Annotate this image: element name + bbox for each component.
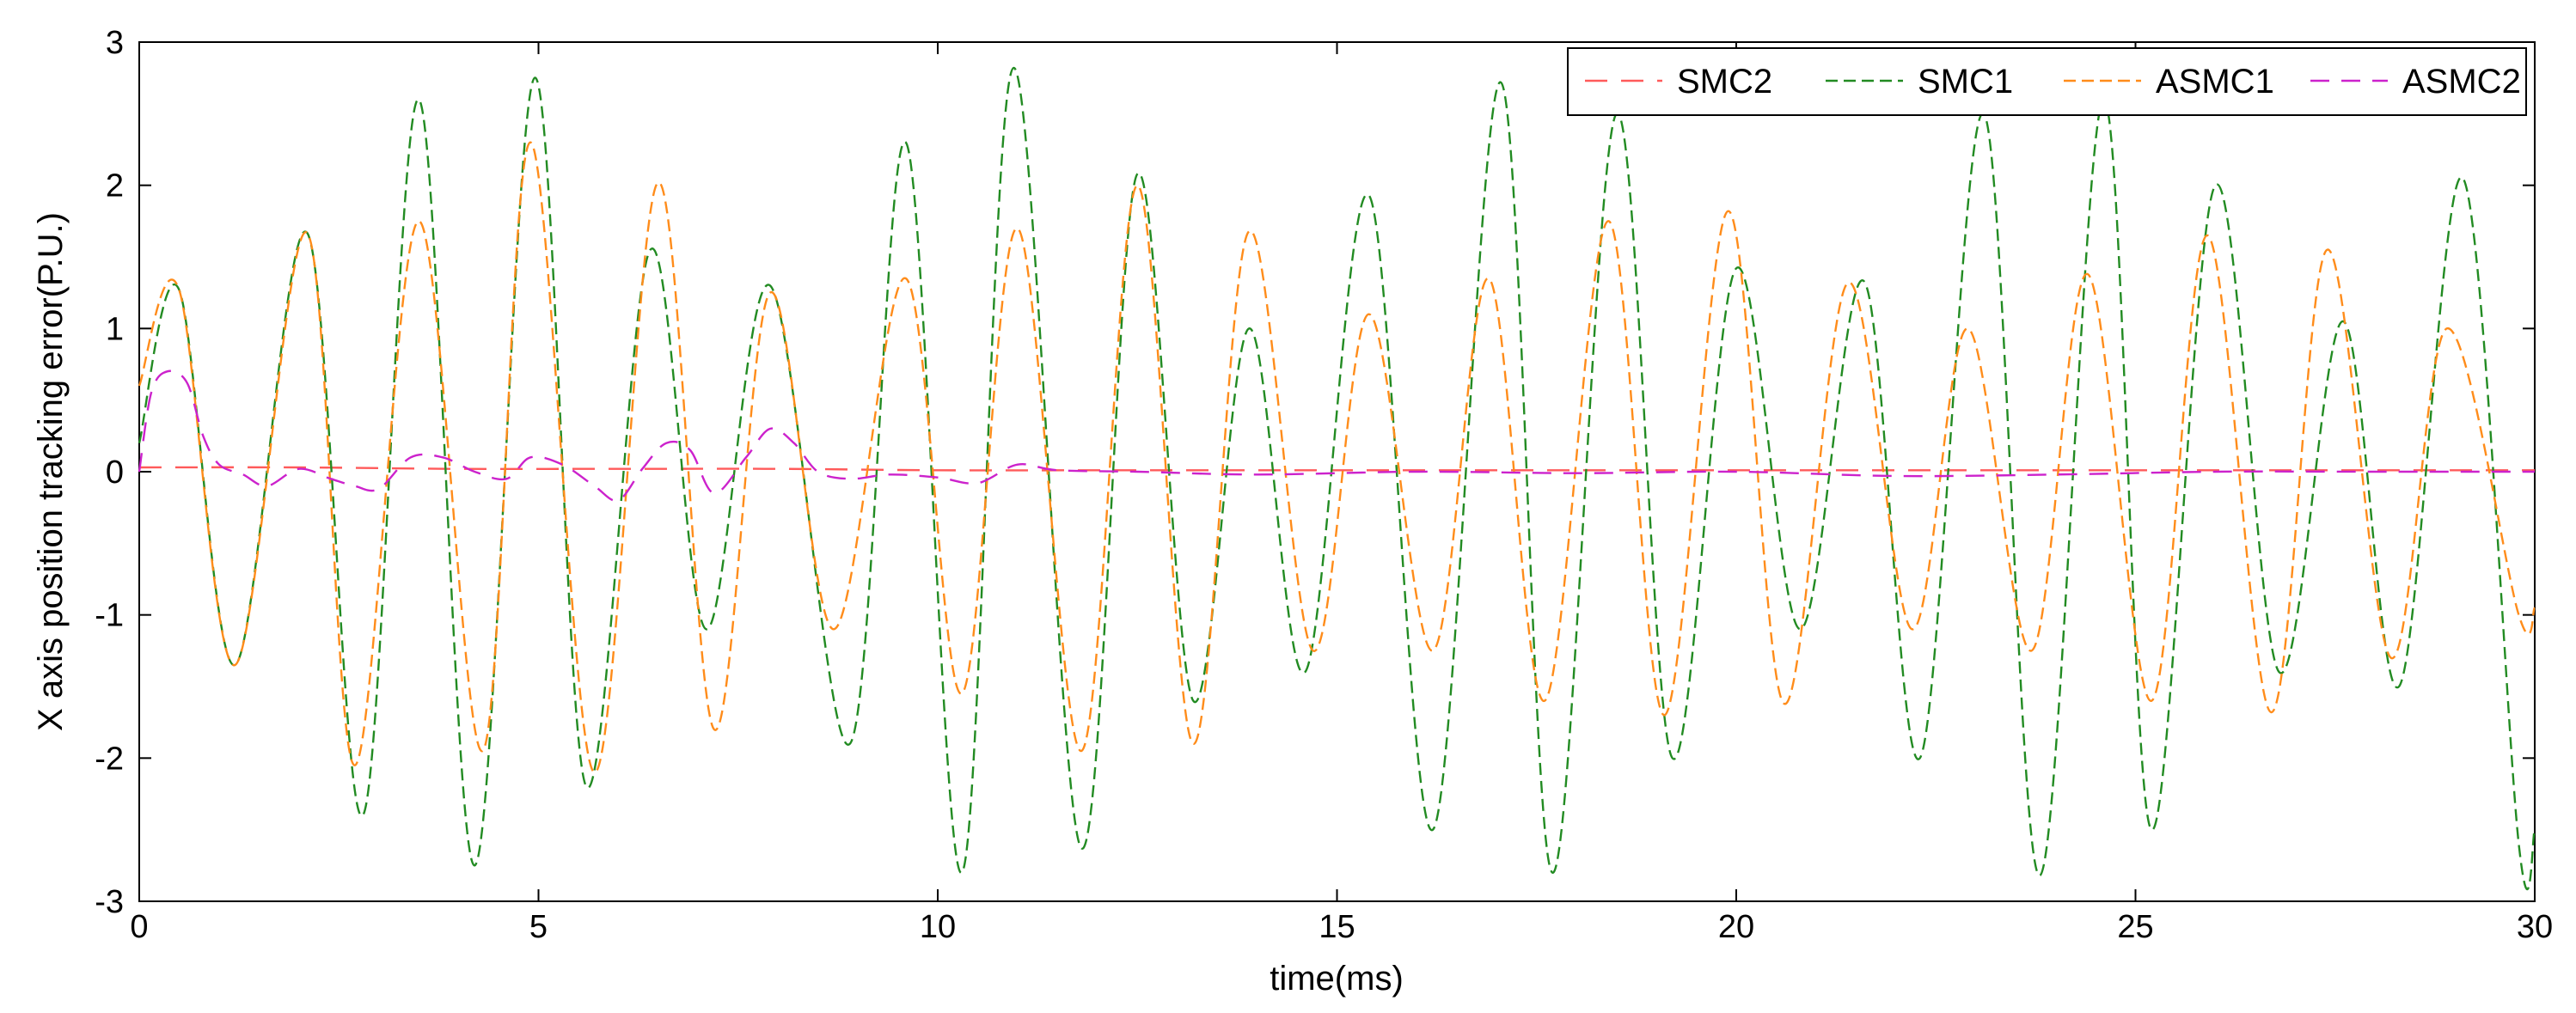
y-axis-label: X axis position tracking error(P.U.) bbox=[32, 212, 70, 731]
axis-ticks: 0 5 10 15 20 25 30 -3 -2 -1 0 1 2 3 bbox=[95, 25, 2553, 945]
y-tick-label: -2 bbox=[95, 741, 124, 777]
x-tick-label: 0 bbox=[130, 909, 148, 945]
x-axis-label: time(ms) bbox=[1270, 960, 1404, 998]
y-tick-label: 2 bbox=[106, 168, 124, 204]
x-tick-label: 5 bbox=[529, 909, 548, 945]
x-tick-label: 10 bbox=[920, 909, 956, 945]
series-line-asmc2 bbox=[138, 369, 2535, 503]
y-tick-label: 3 bbox=[106, 25, 124, 61]
series-line-smc2 bbox=[138, 466, 2535, 472]
x-tick-label: 20 bbox=[1718, 909, 1754, 945]
x-tick-label: 15 bbox=[1319, 909, 1355, 945]
series-line-asmc1 bbox=[138, 141, 2536, 774]
x-tick-label: 30 bbox=[2517, 909, 2553, 945]
series-lines bbox=[138, 66, 2536, 891]
legend-label-asmc1: ASMC1 bbox=[2156, 63, 2274, 101]
y-tick-label: 1 bbox=[106, 311, 124, 347]
x-tick-label: 25 bbox=[2117, 909, 2153, 945]
y-tick-label: -3 bbox=[95, 884, 124, 920]
legend-label-smc1: SMC1 bbox=[1918, 63, 2013, 101]
y-tick-label: -1 bbox=[95, 598, 124, 634]
legend-box bbox=[1567, 47, 2527, 116]
legend-label-smc2: SMC2 bbox=[1677, 63, 1772, 101]
legend-label-asmc2: ASMC2 bbox=[2402, 63, 2521, 101]
series-line-smc1 bbox=[138, 66, 2536, 891]
plot-area bbox=[138, 41, 2536, 902]
y-tick-label: 0 bbox=[106, 455, 124, 491]
legend: SMC2 SMC1 ASMC1 ASMC2 bbox=[1567, 47, 2527, 116]
